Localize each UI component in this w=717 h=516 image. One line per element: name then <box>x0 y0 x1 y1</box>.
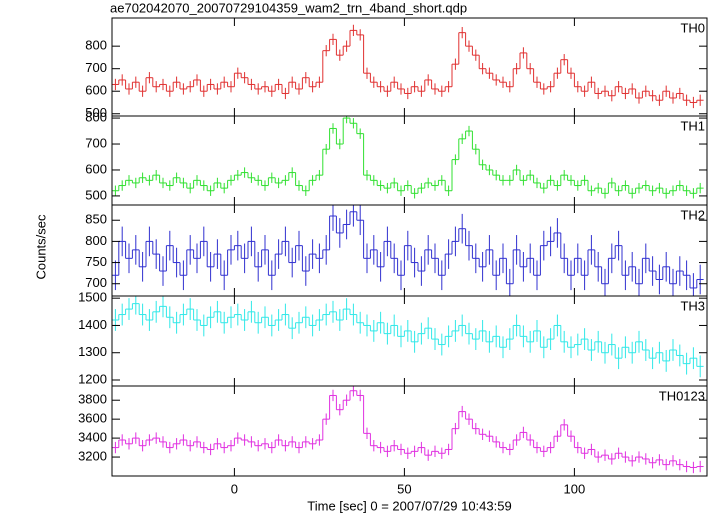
y-tick-label: 850 <box>85 212 107 227</box>
y-tick-label: 1500 <box>78 290 107 305</box>
y-tick-label: 1300 <box>78 344 107 359</box>
panel-frame <box>111 17 708 117</box>
y-tick-label: 600 <box>85 161 107 176</box>
panel-frame <box>111 204 708 297</box>
panel-data <box>112 296 704 378</box>
y-tick-label: 3200 <box>78 448 107 463</box>
panel-data <box>112 386 704 474</box>
y-tick-label: 3600 <box>78 411 107 426</box>
x-tick-label: 0 <box>231 481 238 496</box>
y-tick-label: 700 <box>85 275 107 290</box>
panel-data <box>112 116 704 199</box>
panel-frame <box>111 385 708 477</box>
panel-frame <box>111 115 708 206</box>
x-axis-label: Time [sec] 0 = 2007/07/29 10:43:59 <box>307 498 511 513</box>
y-tick-label: 750 <box>85 254 107 269</box>
panel-label: TH3 <box>680 298 705 313</box>
y-tick-label: 500 <box>85 105 107 120</box>
panel-label: TH1 <box>680 118 705 133</box>
y-tick-label: 800 <box>85 38 107 53</box>
y-tick-label: 800 <box>85 233 107 248</box>
x-tick-label: 50 <box>397 481 411 496</box>
panel-label: TH0123 <box>659 388 705 403</box>
y-tick-label: 800 <box>85 110 107 125</box>
panel-frame <box>111 295 708 387</box>
y-tick-label: 500 <box>85 187 107 202</box>
panel-label: TH0 <box>680 20 705 35</box>
panel-data <box>112 24 704 109</box>
y-tick-label: 700 <box>85 60 107 75</box>
y-axis-label: Counts/sec <box>33 214 48 280</box>
y-tick-label: 3400 <box>78 430 107 445</box>
chart-title: ae702042070_20070729104359_wam2_trn_4ban… <box>110 0 467 15</box>
y-tick-label: 600 <box>85 83 107 98</box>
y-tick-label: 1200 <box>78 371 107 386</box>
y-tick-label: 3800 <box>78 392 107 407</box>
y-tick-label: 1400 <box>78 317 107 332</box>
panel-label: TH2 <box>680 207 705 222</box>
y-tick-label: 700 <box>85 135 107 150</box>
panel-data <box>112 205 704 296</box>
x-tick-label: 100 <box>564 481 586 496</box>
